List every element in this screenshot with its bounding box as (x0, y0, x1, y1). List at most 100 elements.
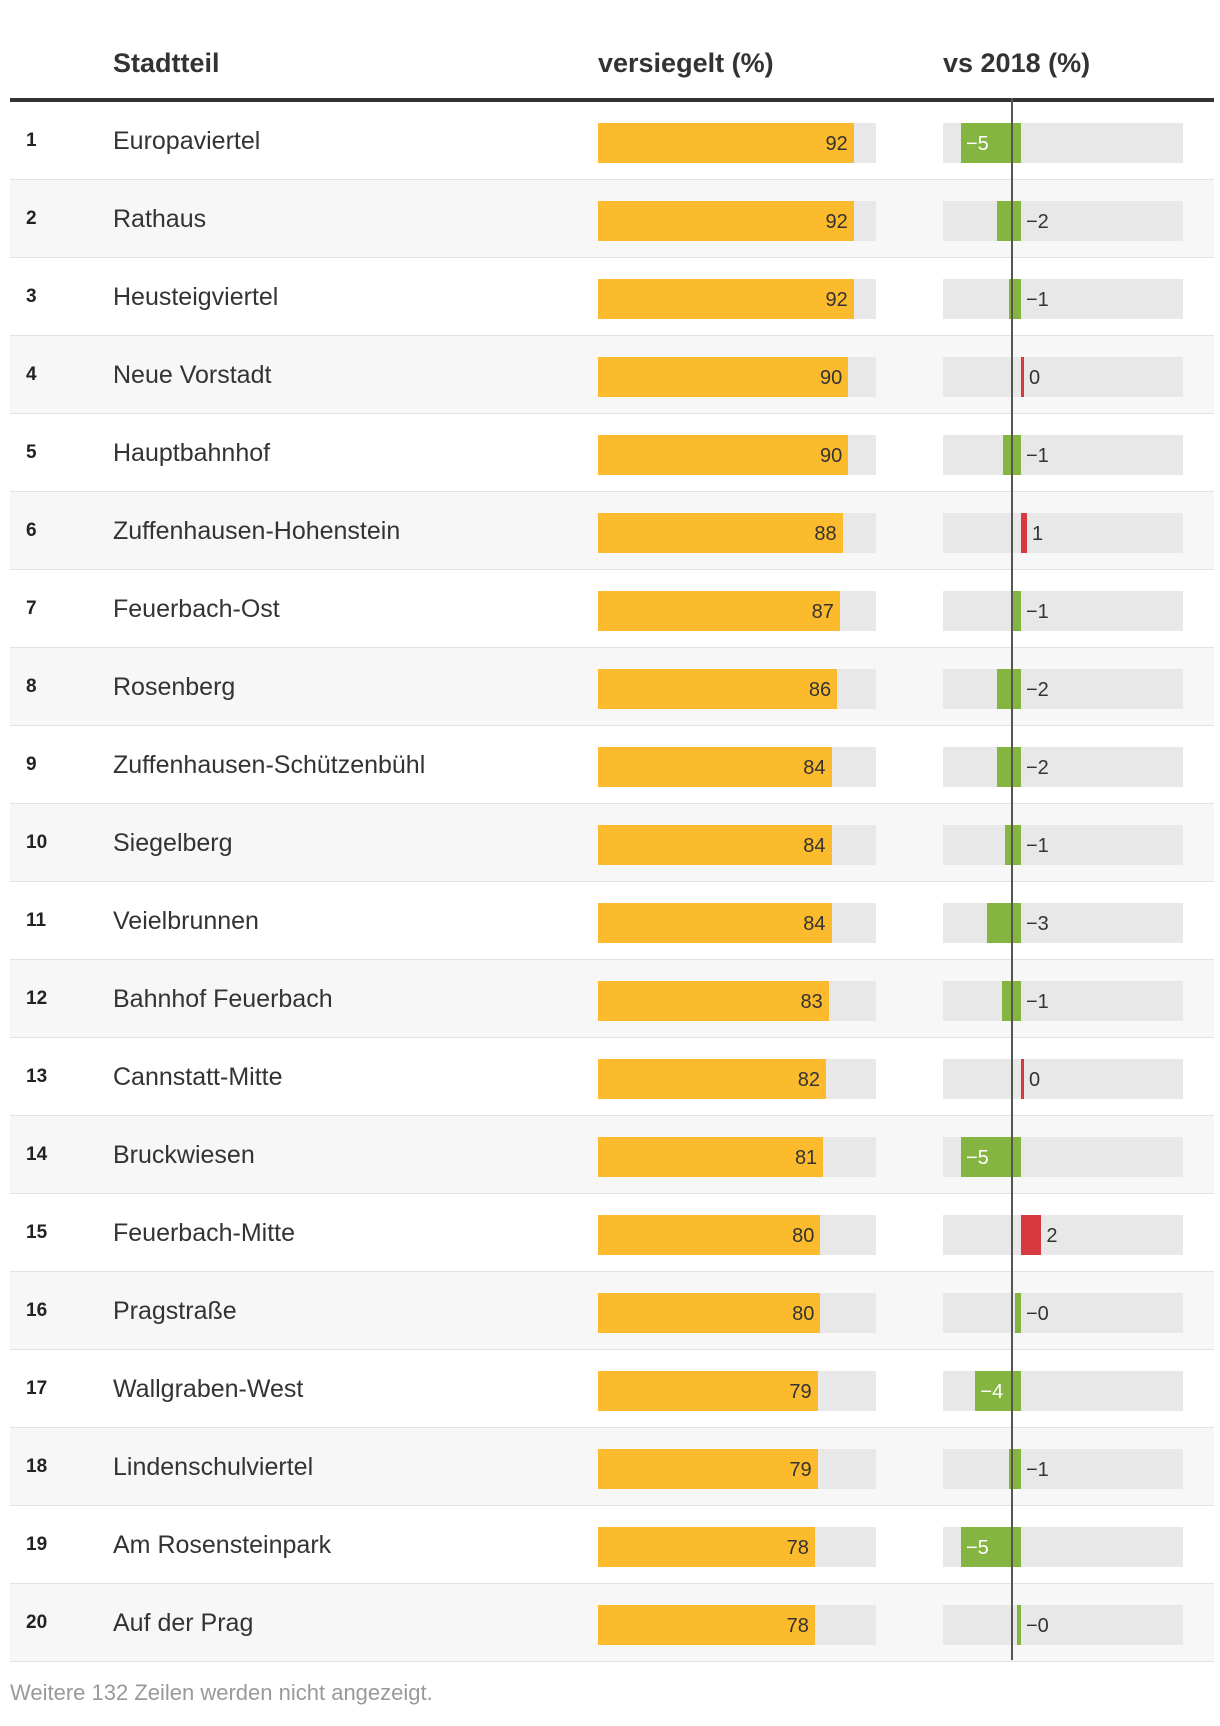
change-bar-track: −5 (943, 1527, 1183, 1567)
sealed-bar-track: 92 (598, 279, 876, 319)
district-name: Wallgraben-West (113, 1375, 304, 1403)
sealed-bar (598, 903, 832, 943)
sealed-bar-track: 84 (598, 825, 876, 865)
sealed-bar-track: 90 (598, 435, 876, 475)
sealed-bar (598, 825, 832, 865)
table-row: 1 Europaviertel 92 −5 (10, 102, 1214, 180)
sealed-bar-track: 81 (598, 1137, 876, 1177)
district-name: Hauptbahnhof (113, 439, 271, 467)
rank-cell: 19 (26, 1534, 48, 1555)
sealed-bar-track: 92 (598, 201, 876, 241)
change-value-label: 1 (1032, 523, 1044, 545)
sealed-bar-track: 84 (598, 747, 876, 787)
change-bar-track: −2 (943, 747, 1183, 787)
rank-cell: 8 (26, 676, 37, 697)
sealed-bar (598, 435, 849, 475)
change-bar-increase (1021, 513, 1027, 553)
district-name: Europaviertel (113, 127, 261, 155)
sealed-bar-track: 86 (598, 669, 876, 709)
change-value-label: 2 (1046, 1225, 1058, 1247)
sealed-bar (598, 1059, 826, 1099)
change-bar-track: −1 (943, 591, 1183, 631)
rank-cell: 15 (26, 1222, 48, 1243)
sealed-bar (598, 1293, 821, 1333)
table-row: 18 Lindenschulviertel 79 −1 (10, 1428, 1214, 1506)
change-bar-track: −3 (943, 903, 1183, 943)
change-value-label: −5 (966, 1147, 989, 1169)
rank-cell: 16 (26, 1300, 48, 1321)
table-row: 10 Siegelberg 84 −1 (10, 804, 1214, 882)
sealed-bar (598, 747, 832, 787)
change-bar-decrease (1011, 591, 1021, 631)
district-name: Cannstatt-Mitte (113, 1063, 283, 1091)
change-value-label: −1 (1026, 991, 1049, 1013)
sealed-bar (598, 279, 854, 319)
district-table: Stadtteil versiegelt (%) vs 2018 (%) 1 Eu… (10, 0, 1214, 1662)
change-zero-axis (1011, 98, 1013, 1660)
change-bar-track: −0 (943, 1605, 1183, 1645)
sealed-bar (598, 981, 829, 1021)
table-row: 14 Bruckwiesen 81 −5 (10, 1116, 1214, 1194)
table-row: 5 Hauptbahnhof 90 −1 (10, 414, 1214, 492)
table-row: 6 Zuffenhausen-Hohenstein 88 1 (10, 492, 1214, 570)
rank-cell: 18 (26, 1456, 48, 1477)
rank-cell: 9 (26, 754, 37, 775)
sealed-bar (598, 513, 843, 553)
rank-cell: 6 (26, 520, 37, 541)
change-bar-increase (1021, 1215, 1042, 1255)
column-header-district[interactable]: Stadtteil (113, 48, 220, 78)
change-value-label: −5 (966, 1537, 989, 1559)
sealed-bar-track: 80 (598, 1293, 876, 1333)
table-row: 7 Feuerbach-Ost 87 −1 (10, 570, 1214, 648)
change-bar-track: −2 (943, 669, 1183, 709)
table-row: 12 Bahnhof Feuerbach 83 −1 (10, 960, 1214, 1038)
change-value-label: −1 (1026, 289, 1049, 311)
table-row: 4 Neue Vorstadt 90 0 (10, 336, 1214, 414)
change-bar-track: −2 (943, 201, 1183, 241)
sealed-bar (598, 1215, 821, 1255)
change-value-label: −1 (1026, 1459, 1049, 1481)
change-value-label: −1 (1026, 601, 1049, 623)
table-header: Stadtteil versiegelt (%) vs 2018 (%) (10, 0, 1214, 102)
change-value-label: −0 (1026, 1303, 1049, 1325)
sealed-value-label: 82 (797, 1069, 820, 1091)
change-value-label: −1 (1026, 445, 1049, 467)
change-value-label: −0 (1026, 1615, 1049, 1637)
sealed-value-label: 90 (819, 445, 843, 467)
district-name: Zuffenhausen-Hohenstein (113, 517, 401, 545)
column-header-sealed[interactable]: versiegelt (%) (598, 48, 774, 78)
change-value-label: 0 (1029, 1069, 1041, 1091)
rank-cell: 20 (26, 1612, 48, 1633)
district-name: Lindenschulviertel (113, 1453, 314, 1481)
sealed-value-label: 92 (825, 211, 848, 233)
sealed-bar-track: 87 (598, 591, 876, 631)
district-name: Feuerbach-Mitte (113, 1219, 296, 1247)
sealed-bar-track: 88 (598, 513, 876, 553)
change-bar-decrease (1015, 1293, 1021, 1333)
sealed-bar (598, 1527, 815, 1567)
sealed-bar (598, 669, 838, 709)
rank-cell: 14 (26, 1144, 48, 1165)
sealed-bar (598, 1137, 824, 1177)
table-body: 1 Europaviertel 92 −5 2 Rathaus 92 −2 3 Heusteigv… (10, 102, 1214, 1662)
change-bar-track: −1 (943, 435, 1183, 475)
sealed-bar (598, 591, 840, 631)
sealed-bar (598, 1605, 815, 1645)
sealed-value-label: 90 (819, 367, 843, 389)
table-row: 9 Zuffenhausen-Schützenbühl 84 −2 (10, 726, 1214, 804)
change-value-label: −1 (1026, 835, 1049, 857)
rank-cell: 12 (26, 988, 48, 1009)
column-header-change[interactable]: vs 2018 (%) (943, 48, 1091, 78)
sealed-value-label: 88 (814, 523, 837, 545)
sealed-bar (598, 123, 854, 163)
change-bar-decrease (997, 669, 1021, 709)
district-name: Am Rosensteinpark (113, 1531, 332, 1559)
district-name: Veielbrunnen (113, 907, 259, 935)
sealed-bar-track: 79 (598, 1449, 876, 1489)
sealed-bar (598, 1449, 818, 1489)
table-row: 20 Auf der Prag 78 −0 (10, 1584, 1214, 1662)
table-row: 17 Wallgraben-West 79 −4 (10, 1350, 1214, 1428)
change-value-label: 0 (1029, 367, 1041, 389)
sealed-value-label: 79 (789, 1459, 812, 1481)
table-row: 2 Rathaus 92 −2 (10, 180, 1214, 258)
